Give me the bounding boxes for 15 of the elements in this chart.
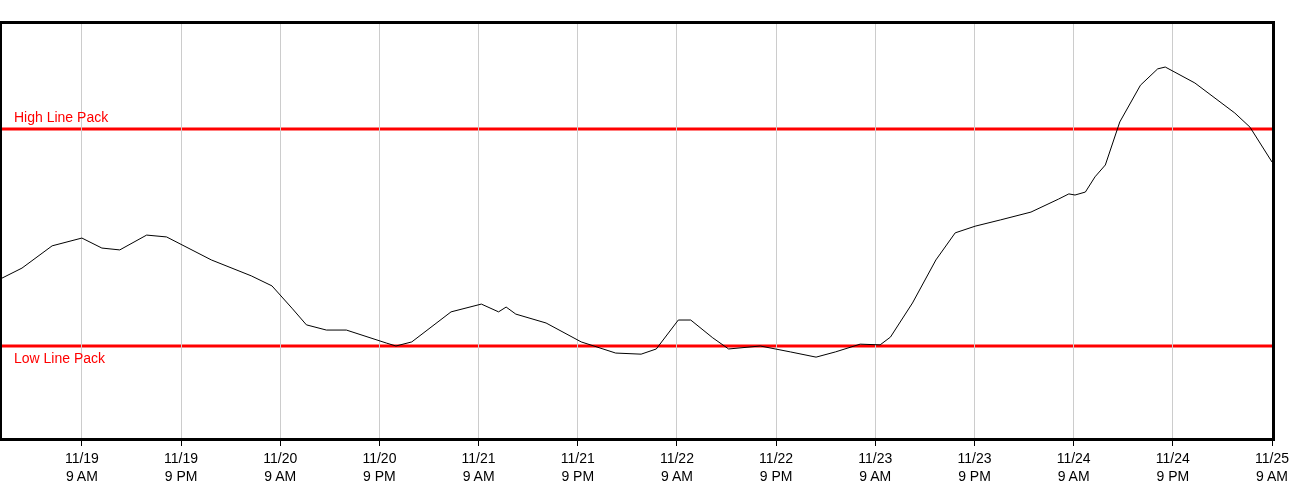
x-tick-label: 11/22 9 AM bbox=[659, 449, 695, 484]
x-tick-label: 11/20 9 PM bbox=[362, 449, 397, 484]
ref-line-label: High Line Pack bbox=[14, 109, 110, 125]
x-tick-label: 11/21 9 AM bbox=[461, 449, 496, 484]
ref-line-label: Low Line Pack bbox=[14, 350, 107, 366]
x-tick-label: 11/19 9 AM bbox=[64, 449, 100, 484]
x-tick-label: 11/24 9 AM bbox=[1056, 449, 1091, 484]
x-tick-label: 11/24 9 PM bbox=[1155, 449, 1191, 484]
x-tick-label: 11/19 9 PM bbox=[164, 449, 199, 484]
x-tick-label: 11/23 9 PM bbox=[957, 449, 992, 484]
x-tick-label: 11/20 9 AM bbox=[263, 449, 298, 484]
x-tick-label: 11/22 9 PM bbox=[759, 449, 794, 484]
x-tick-label: 11/23 9 AM bbox=[858, 449, 893, 484]
x-tick-label: 11/21 9 PM bbox=[560, 449, 595, 484]
x-tick-label: 11/25 9 AM bbox=[1255, 449, 1290, 484]
